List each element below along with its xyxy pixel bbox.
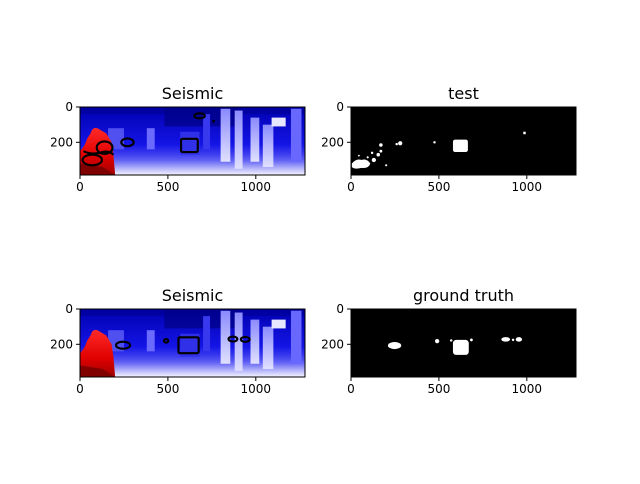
- axes-frame: [79, 106, 306, 176]
- x-tick-label: 500: [427, 180, 450, 194]
- y-tick-label: 200: [321, 136, 344, 150]
- y-tick-label: 0: [336, 100, 344, 114]
- x-axis: 0 500 1000: [347, 377, 542, 396]
- x-tick-label: 1000: [512, 382, 543, 396]
- y-tick-label: 0: [65, 302, 73, 316]
- y-tick-label: 0: [65, 100, 73, 114]
- mask-image: [351, 309, 576, 377]
- x-tick-label: 500: [156, 180, 179, 194]
- x-tick-label: 1000: [241, 180, 272, 194]
- panel-seismic-top: Seismic: [50, 84, 306, 194]
- y-tick-label: 200: [50, 136, 73, 150]
- x-tick-label: 0: [76, 382, 84, 396]
- panel-ground-truth: ground truth 0 500 1000: [321, 286, 577, 396]
- y-axis: 0 200: [50, 100, 80, 150]
- y-axis: 0 200: [321, 302, 351, 352]
- y-tick-label: 0: [336, 302, 344, 316]
- panel-title: ground truth: [413, 286, 514, 305]
- x-axis: 0 500 1000: [76, 377, 271, 396]
- y-axis: 0 200: [321, 100, 351, 150]
- y-tick-label: 200: [50, 338, 73, 352]
- panel-title: Seismic: [162, 84, 224, 103]
- panel-title: test: [448, 84, 479, 103]
- panel-seismic-bottom: Seismic: [50, 286, 306, 396]
- seismic-image: [80, 309, 305, 377]
- x-axis: 0 500 1000: [76, 175, 271, 194]
- x-tick-label: 0: [347, 180, 355, 194]
- panel-title: Seismic: [162, 286, 224, 305]
- x-tick-label: 0: [347, 382, 355, 396]
- y-axis: 0 200: [50, 302, 80, 352]
- y-tick-label: 200: [321, 338, 344, 352]
- panel-test: test 0: [321, 84, 577, 194]
- axes-frame: [79, 308, 306, 378]
- mask-image: [351, 107, 576, 175]
- x-axis: 0 500 1000: [347, 175, 542, 194]
- axes-frame: [350, 106, 577, 176]
- x-tick-label: 0: [76, 180, 84, 194]
- x-tick-label: 500: [427, 382, 450, 396]
- x-tick-label: 500: [156, 382, 179, 396]
- x-tick-label: 1000: [241, 382, 272, 396]
- x-tick-label: 1000: [512, 180, 543, 194]
- axes-frame: [350, 308, 577, 378]
- seismic-image: [80, 107, 305, 175]
